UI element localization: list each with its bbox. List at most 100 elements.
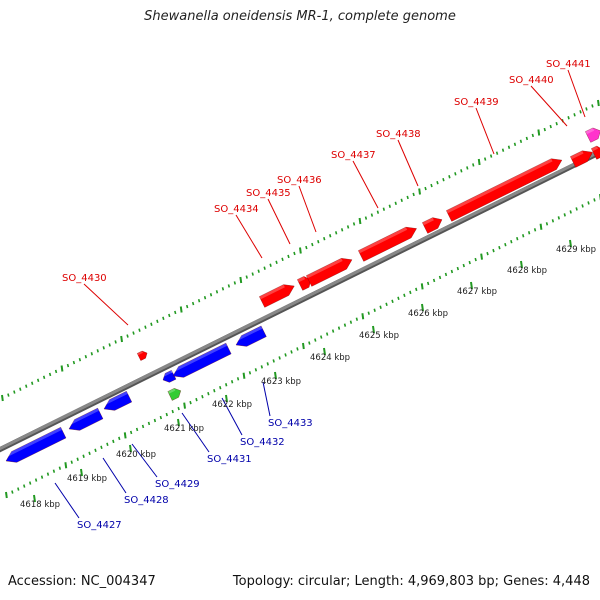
gene-so4428 (68, 407, 104, 431)
upper-tick (1, 394, 4, 402)
lower-tick (314, 338, 317, 342)
lower-tick (415, 287, 418, 292)
upper-tick (495, 151, 499, 155)
kbp-tick (323, 347, 326, 356)
upper-tick (519, 139, 523, 144)
feature-green (167, 388, 181, 401)
upper-tick (191, 301, 195, 306)
gene-label-forward: SO_4430 (62, 273, 107, 284)
upper-tick (329, 234, 332, 238)
upper-tick (299, 247, 302, 254)
gene-label-forward: SO_4441 (546, 59, 591, 70)
upper-tick (31, 381, 34, 385)
lower-tick (468, 260, 471, 265)
lower-tick (361, 313, 365, 320)
leader-reverse (262, 381, 271, 417)
upper-tick (114, 340, 117, 344)
kbp-label: 4626 kbp (408, 309, 448, 319)
gene-label-forward: SO_4436 (277, 175, 322, 186)
upper-tick (108, 343, 111, 347)
lower-tick (94, 448, 97, 453)
lower-tick (302, 342, 305, 350)
gene-so4431-shine (170, 343, 228, 374)
kbp-tick (421, 303, 424, 312)
lower-tick (373, 308, 376, 312)
lower-tick (349, 320, 353, 324)
map-title: Shewanella oneidensis MR-1, complete gen… (144, 9, 456, 24)
kbp-tick (470, 281, 473, 290)
upper-tick (227, 284, 231, 288)
gene-label-reverse: SO_4429 (155, 479, 200, 490)
upper-tick (209, 293, 213, 297)
lower-tick (177, 406, 180, 411)
lower-tick (123, 432, 127, 439)
lower-tick (504, 242, 507, 247)
lower-tick (236, 377, 240, 381)
kbp-tick (129, 444, 132, 453)
gene-so4427 (5, 426, 67, 463)
upper-tick (334, 231, 338, 235)
upper-tick (573, 113, 576, 117)
lower-tick (557, 216, 560, 220)
lower-tick (587, 201, 590, 205)
feature-magenta (585, 127, 600, 143)
gene-label-reverse: SO_4427 (77, 520, 122, 531)
lower-tick (230, 380, 234, 384)
upper-tick (96, 349, 99, 353)
upper-tick (126, 334, 129, 338)
gene-so4429-shine (101, 391, 128, 407)
gene-so4431 (172, 342, 232, 378)
gene-so4434-shine (259, 284, 285, 300)
upper-tick (293, 251, 296, 256)
gene-so4435 (297, 276, 311, 291)
lower-tick (171, 409, 174, 414)
upper-tick (400, 198, 403, 203)
lower-tick (201, 394, 204, 399)
upper-tick (370, 213, 374, 217)
lower-tick (527, 231, 531, 235)
leader-reverse (131, 443, 158, 478)
upper-tick (156, 319, 159, 324)
gene-label-reverse: SO_4431 (207, 454, 252, 465)
upper-tick (531, 133, 535, 138)
leader-forward (352, 160, 379, 209)
lower-tick (456, 266, 460, 271)
lower-tick (325, 332, 329, 336)
gene-so4437-shine (358, 227, 408, 254)
gene-label-forward: SO_4434 (214, 204, 259, 215)
lower-tick (52, 469, 56, 473)
lower-tick (397, 296, 400, 301)
upper-tick (567, 116, 570, 120)
kbp-label: 4619 kbp (67, 474, 107, 484)
lower-tick (510, 239, 513, 244)
gene-label-reverse: SO_4432 (240, 437, 285, 448)
lower-tick (533, 228, 537, 232)
lower-tick (492, 248, 495, 253)
gene-layer (3, 127, 600, 463)
genome-summary: Topology: circular; Length: 4,969,803 bp… (232, 574, 590, 589)
lower-tick (409, 290, 412, 295)
lower-tick (82, 454, 85, 458)
upper-tick (448, 175, 451, 179)
gene-so4439 (446, 158, 563, 222)
lower-tick (219, 386, 222, 390)
gene-label-reverse: SO_4428 (124, 495, 169, 506)
upper-tick (323, 236, 326, 241)
lower-tick (575, 207, 578, 211)
kbp-tick (225, 394, 228, 403)
upper-tick (537, 129, 541, 136)
lower-tick (88, 451, 91, 455)
backbone-line (0, 149, 600, 451)
leader-forward (475, 107, 495, 155)
upper-tick (150, 322, 153, 326)
upper-tick (19, 387, 22, 391)
upper-tick (102, 346, 105, 350)
lower-tick (569, 210, 572, 214)
lower-tick (308, 341, 311, 345)
upper-tick (90, 352, 93, 356)
upper-tick (591, 104, 594, 108)
feature-magenta-shine (585, 127, 595, 135)
lower-tick (343, 323, 347, 327)
gene-label-forward: SO_4440 (509, 75, 554, 86)
tick-layer (1, 99, 600, 503)
